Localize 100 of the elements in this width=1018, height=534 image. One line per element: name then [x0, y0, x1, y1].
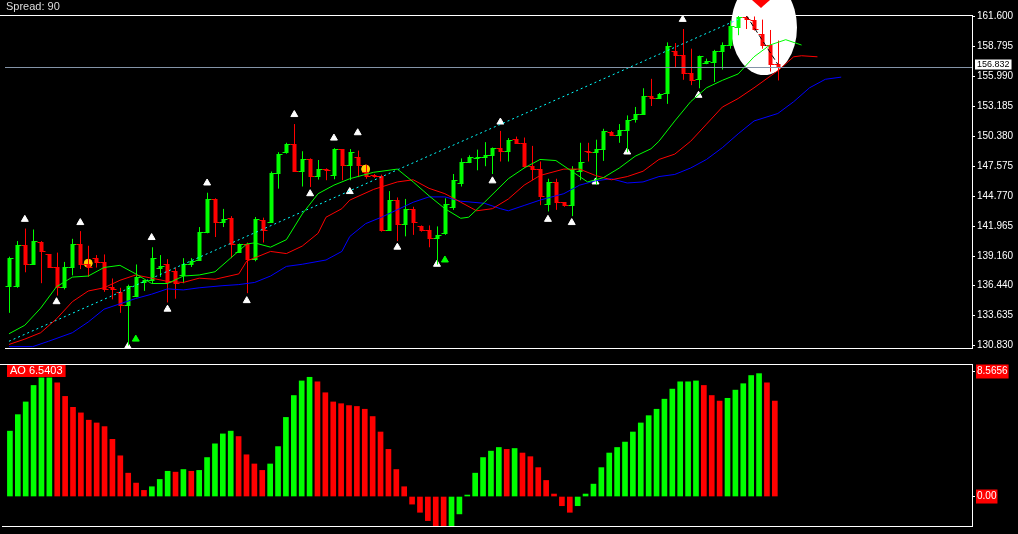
bar — [259, 470, 266, 497]
point — [76, 218, 85, 226]
bar — [275, 446, 281, 497]
bar — [14, 414, 21, 497]
bar — [708, 395, 715, 497]
y-tick-label: 158.795 — [977, 39, 1014, 51]
ref-line-label: 156.832 — [977, 58, 1010, 69]
bar — [622, 441, 628, 497]
bar — [764, 382, 770, 497]
bar — [54, 382, 61, 497]
bar — [401, 486, 408, 497]
bar — [669, 388, 676, 497]
point — [567, 218, 576, 226]
bar — [472, 472, 478, 497]
point — [543, 214, 552, 222]
point — [242, 296, 251, 304]
bar — [425, 496, 431, 521]
bar — [417, 496, 423, 513]
point — [52, 297, 61, 305]
bar — [772, 400, 778, 497]
bar — [227, 430, 234, 497]
y-tick-label: 139.160 — [977, 249, 1014, 261]
point — [290, 110, 299, 118]
bar — [559, 496, 565, 507]
y-tick-label: 147.575 — [977, 159, 1014, 171]
point — [147, 233, 156, 241]
bar — [543, 480, 549, 497]
y-tick-label: 130.830 — [977, 338, 1014, 350]
bar — [330, 401, 337, 497]
bar — [574, 496, 581, 507]
bar — [630, 431, 636, 497]
y-tick-label: 136.440 — [977, 278, 1014, 290]
point — [131, 334, 140, 342]
point — [345, 187, 354, 195]
bar — [283, 417, 289, 497]
bar — [78, 412, 84, 497]
bar — [62, 396, 68, 497]
bar — [748, 375, 754, 497]
point — [203, 178, 212, 186]
bar — [70, 407, 76, 497]
bar — [7, 430, 13, 497]
y-tick-label: 161.600 — [977, 9, 1014, 21]
bar — [220, 433, 226, 497]
bar — [204, 457, 210, 497]
bar — [338, 403, 344, 497]
bar — [503, 449, 510, 497]
bar — [141, 490, 147, 497]
point — [306, 189, 315, 197]
bar — [125, 472, 132, 497]
point — [440, 255, 449, 263]
bar — [133, 482, 139, 497]
y-tick-label: 133.635 — [977, 308, 1014, 320]
bar — [409, 496, 415, 505]
point — [20, 214, 29, 222]
bar — [346, 405, 352, 497]
y-tick-label: 150.380 — [977, 129, 1014, 141]
point — [488, 176, 497, 184]
bar — [488, 450, 494, 497]
y-tick-label: 0.00 — [977, 490, 997, 502]
bar — [354, 406, 360, 497]
bar — [693, 380, 699, 497]
bar — [740, 383, 747, 497]
bar — [85, 419, 92, 497]
bar — [267, 463, 273, 497]
bar — [701, 385, 707, 497]
bar — [156, 479, 163, 497]
bar — [685, 381, 691, 497]
point — [353, 128, 362, 136]
bar — [290, 395, 297, 497]
bar — [566, 496, 573, 513]
bar — [361, 408, 368, 497]
point — [329, 133, 338, 141]
bar — [756, 373, 762, 497]
bar — [606, 452, 613, 497]
bar — [393, 469, 400, 497]
point — [496, 117, 505, 125]
chart-title: AO 6.5403 — [10, 364, 63, 377]
bar — [212, 443, 218, 497]
bar — [535, 467, 542, 497]
bar — [117, 455, 124, 497]
point — [678, 15, 687, 22]
bar — [196, 470, 202, 497]
bar — [677, 381, 684, 497]
bar — [298, 380, 305, 497]
point — [163, 304, 172, 312]
bar — [480, 457, 486, 497]
bar — [432, 496, 439, 526]
y-tick-label: 141.965 — [977, 219, 1014, 231]
y-tick-label: 153.185 — [977, 99, 1014, 111]
y-tick-label: 155.990 — [977, 69, 1014, 81]
y-tick-label: 144.770 — [977, 189, 1014, 201]
bar — [149, 486, 155, 497]
point — [433, 259, 441, 267]
text: Spread: 90 — [6, 0, 60, 12]
bar — [637, 422, 644, 497]
bar — [496, 447, 502, 497]
point — [393, 242, 402, 250]
y-tick-label: 8.5656 — [977, 365, 1009, 377]
bar — [188, 470, 195, 497]
bar — [614, 447, 620, 497]
